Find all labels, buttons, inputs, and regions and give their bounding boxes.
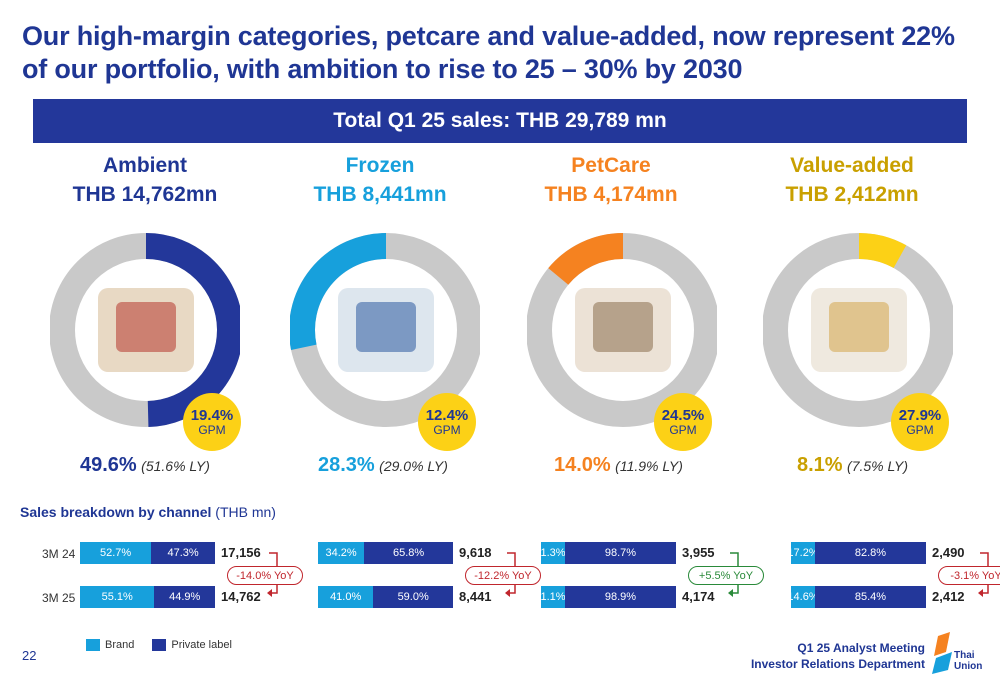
category-header-ambient: Ambient THB 14,762mn — [30, 152, 260, 210]
category-amount: THB 4,174mn — [544, 183, 678, 206]
donut-chart-ambient — [50, 233, 240, 427]
brand-segment: 55.1% — [80, 586, 155, 608]
donut-segment-petcare — [548, 233, 624, 286]
logo-text-1: Thai — [954, 650, 975, 661]
legend: Brand Private label — [86, 639, 232, 651]
private-label-segment: 44.9% — [154, 586, 215, 608]
category-name: Ambient — [103, 154, 187, 177]
category-amount: THB 8,441mn — [313, 183, 447, 206]
legend-label-private-label: Private label — [171, 639, 232, 651]
category-name: PetCare — [571, 154, 651, 177]
page-title: Our high-margin categories, petcare and … — [22, 21, 955, 84]
brand-segment: 41.0% — [318, 586, 374, 608]
donut-petcare — [527, 220, 717, 440]
donut-segment-ambient — [145, 233, 240, 427]
category-name: Value-added — [790, 154, 914, 177]
logo-text-2: Union — [954, 661, 982, 672]
category-amount: THB 2,412mn — [785, 183, 919, 206]
footer-line2: Investor Relations Department — [750, 657, 925, 671]
brand-segment: 1.3% — [540, 542, 566, 564]
channel-bar-value-added-3m25: 14.6% 85.4% — [787, 586, 926, 608]
channel-bar-ambient-3m24: 52.7% 47.3% — [80, 542, 215, 564]
category-header-petcare: PetCare THB 4,174mn — [496, 152, 726, 210]
gpm-badge-petcare: 24.5% GPM — [654, 393, 712, 451]
gpm-badge-value-added: 27.9% GPM — [891, 393, 949, 451]
share-ambient: 49.6% (51.6% LY) — [80, 454, 210, 476]
brand-segment: 17.2% — [787, 542, 819, 564]
private-label-segment: 98.9% — [565, 586, 676, 608]
channel-total: 17,156 — [221, 545, 261, 560]
category-name: Frozen — [345, 154, 415, 177]
category-amount: THB 14,762mn — [72, 183, 218, 206]
brand-segment: 52.7% — [80, 542, 152, 564]
row-label-3m24: 3M 24 — [42, 547, 76, 561]
donut-segment-value-added — [858, 233, 907, 269]
channel-bar-value-added-3m24: 17.2% 82.8% — [787, 542, 926, 564]
channel-bar-ambient-3m25: 55.1% 44.9% — [80, 586, 215, 608]
product-image-detail — [829, 302, 889, 352]
donut-chart-frozen — [290, 233, 480, 427]
footer-line1: Q1 25 Analyst Meeting — [797, 641, 925, 655]
product-image-detail — [356, 302, 416, 352]
donut-chart-value-added — [763, 233, 953, 427]
channel-total: 8,441 — [459, 589, 492, 604]
channel-total: 4,174 — [682, 589, 715, 604]
footer: Q1 25 Analyst Meeting Investor Relations… — [751, 640, 925, 672]
product-image-detail — [116, 302, 176, 352]
donut-segment-frozen — [290, 233, 387, 350]
channel-total: 9,618 — [459, 545, 492, 560]
channel-bar-frozen-3m25: 41.0% 59.0% — [318, 586, 453, 608]
logo-shape-orange — [934, 632, 950, 656]
channel-total: 14,762 — [221, 589, 261, 604]
legend-label-brand: Brand — [105, 639, 135, 651]
row-label-3m25: 3M 25 — [42, 591, 76, 605]
yoy-badge: -12.2% YoY — [465, 566, 541, 585]
private-label-segment: 47.3% — [151, 542, 215, 564]
private-label-segment: 82.8% — [815, 542, 926, 564]
donut-frozen — [290, 220, 480, 440]
channel-bar-petcare-3m24: 1.3% 98.7% — [540, 542, 676, 564]
channel-bar-petcare-3m25: 1.1% 98.9% — [540, 586, 676, 608]
brand-segment: 34.2% — [318, 542, 365, 564]
donut-value-added — [763, 220, 953, 440]
brand-segment: 1.1% — [540, 586, 566, 608]
yoy-badge: -3.1% YoY — [938, 566, 1000, 585]
private-label-segment: 59.0% — [373, 586, 453, 608]
channel-total: 3,955 — [682, 545, 715, 560]
thai-union-logo: Thai Union — [930, 630, 990, 675]
channel-section-label: Sales breakdown by channel (THB mn) — [20, 504, 276, 520]
yoy-badge: +5.5% YoY — [688, 566, 764, 585]
category-header-frozen: Frozen THB 8,441mn — [265, 152, 495, 210]
legend-swatch-brand — [86, 639, 100, 651]
yoy-badge: -14.0% YoY — [227, 566, 303, 585]
private-label-segment: 85.4% — [815, 586, 926, 608]
category-header-value-added: Value-added THB 2,412mn — [737, 152, 967, 210]
share-value-added: 8.1% (7.5% LY) — [797, 454, 909, 476]
channel-total: 2,412 — [932, 589, 965, 604]
legend-swatch-private-label — [152, 639, 167, 651]
brand-segment: 14.6% — [787, 586, 819, 608]
share-frozen: 28.3% (29.0% LY) — [318, 454, 448, 476]
product-image-detail — [593, 302, 653, 352]
channel-total: 2,490 — [932, 545, 965, 560]
gpm-badge-ambient: 19.4% GPM — [183, 393, 241, 451]
private-label-segment: 65.8% — [364, 542, 453, 564]
channel-bar-frozen-3m24: 34.2% 65.8% — [318, 542, 453, 564]
page-number: 22 — [22, 648, 37, 663]
donut-chart-petcare — [527, 233, 717, 427]
total-sales-banner: Total Q1 25 sales: THB 29,789 mn — [33, 99, 967, 143]
private-label-segment: 98.7% — [565, 542, 676, 564]
gpm-badge-frozen: 12.4% GPM — [418, 393, 476, 451]
share-petcare: 14.0% (11.9% LY) — [554, 454, 683, 476]
donut-ambient — [50, 220, 240, 440]
logo-shape-blue — [932, 652, 952, 674]
